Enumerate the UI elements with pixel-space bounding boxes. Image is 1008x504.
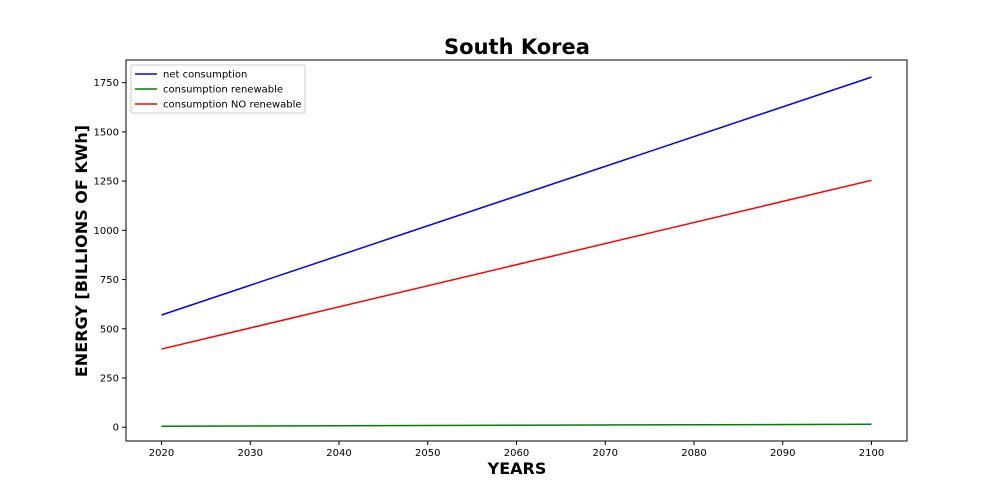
x-tick-label: 2050 xyxy=(415,448,440,459)
x-tick-label: 2040 xyxy=(326,448,351,459)
series-line-2 xyxy=(161,423,872,427)
legend-label-3: consumption NO renewable xyxy=(163,100,302,111)
legend-label-2: consumption renewable xyxy=(163,85,283,96)
legend-box xyxy=(130,64,306,114)
x-tick-label: 2030 xyxy=(238,448,263,459)
x-tick-label: 2060 xyxy=(504,448,529,459)
y-tick-label: 1500 xyxy=(94,127,119,138)
series-lines xyxy=(161,76,872,427)
y-tick-label: 0 xyxy=(113,423,119,434)
y-tick-label: 250 xyxy=(100,373,119,384)
legend: net consumption consumption renewable cons… xyxy=(130,64,306,114)
y-tick-label: 500 xyxy=(100,324,119,335)
x-tick-label: 2080 xyxy=(681,448,706,459)
x-axis: 2020 2030 2040 2050 2060 2070 2080 2090 2100 xyxy=(149,441,884,459)
y-tick-label: 1000 xyxy=(94,226,119,237)
x-tick-label: 2020 xyxy=(149,448,174,459)
y-axis-label: ENERGY [BILLIONS OF KWh] xyxy=(72,125,91,377)
y-tick-label: 750 xyxy=(100,275,119,286)
x-tick-label: 2100 xyxy=(859,448,884,459)
legend-label-1: net consumption xyxy=(163,70,247,81)
y-axis: 0 250 500 750 1000 1250 1500 1750 xyxy=(94,78,126,434)
chart-title: South Korea xyxy=(444,35,590,59)
x-axis-label: YEARS xyxy=(487,459,547,478)
plot-frame xyxy=(125,59,908,442)
x-tick-label: 2070 xyxy=(593,448,618,459)
y-tick-label: 1250 xyxy=(94,177,119,188)
y-tick-label: 1750 xyxy=(94,78,119,89)
series-line-1 xyxy=(161,76,872,316)
x-tick-label: 2090 xyxy=(770,448,795,459)
series-line-3 xyxy=(161,179,872,350)
